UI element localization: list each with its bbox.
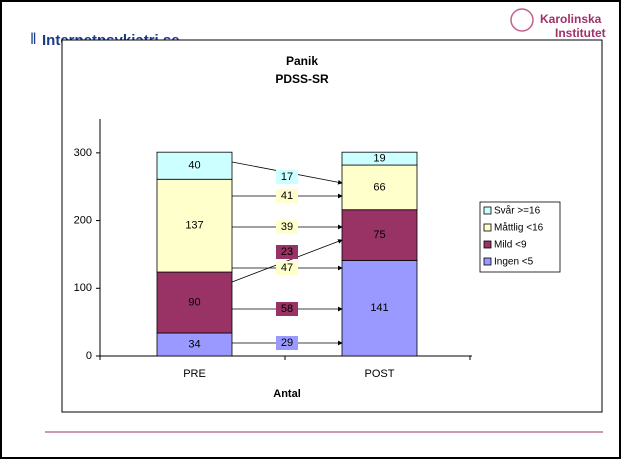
flow-box xyxy=(276,302,298,316)
legend-label: Ingen <5 xyxy=(494,257,534,268)
x-tick-label: POST xyxy=(365,368,395,380)
legend-box xyxy=(479,201,561,273)
logo-seal xyxy=(510,8,534,32)
x-axis-label: Antal xyxy=(273,388,301,400)
flow-box xyxy=(276,189,298,203)
flow-box xyxy=(276,261,298,275)
flow-box xyxy=(276,245,298,259)
bar-segment xyxy=(156,271,233,334)
y-tick-label: 200 xyxy=(74,214,92,226)
right-logo-line2: Institutet xyxy=(555,26,606,40)
y-tick-label: 300 xyxy=(74,147,92,159)
chart-title: Panik xyxy=(286,54,318,68)
flow-label: 29 xyxy=(281,337,293,349)
legend-swatch xyxy=(483,223,492,232)
bar-label: 141 xyxy=(370,302,388,314)
flow-label: 23 xyxy=(281,246,293,258)
legend-swatch xyxy=(483,257,492,266)
bar-segment xyxy=(341,151,418,166)
legend-label: Svår >=16 xyxy=(494,205,541,217)
bar-label: 75 xyxy=(373,229,385,241)
x-tick-label: PRE xyxy=(183,368,206,380)
flow-label: 39 xyxy=(281,221,293,233)
bar-label: 137 xyxy=(185,220,203,232)
bar-segment xyxy=(341,164,418,211)
flow-box xyxy=(276,336,298,350)
legend-label: Måttlig <16 xyxy=(494,222,544,234)
legend-swatch xyxy=(483,206,492,215)
flow-label: 17 xyxy=(281,171,293,183)
flow-box xyxy=(276,170,298,184)
chart-subtitle: PDSS-SR xyxy=(275,72,329,86)
legend-swatch xyxy=(483,240,492,249)
bar-label: 90 xyxy=(188,296,200,308)
flow-label: 41 xyxy=(281,190,293,202)
bar-segment xyxy=(156,178,233,273)
bar-label: 40 xyxy=(188,160,200,172)
y-tick-label: 100 xyxy=(74,282,92,294)
right-logo-line1: Karolinska xyxy=(540,12,602,26)
flow-label: 47 xyxy=(281,262,293,274)
flow-box xyxy=(276,220,298,234)
logo-mark: ‖ xyxy=(30,31,37,48)
bar-label: 19 xyxy=(373,153,385,165)
bar-segment xyxy=(156,151,233,180)
y-tick-label: 0 xyxy=(86,350,92,362)
flow-label: 58 xyxy=(281,303,293,315)
bar-label: 66 xyxy=(373,181,385,193)
bar-label: 34 xyxy=(188,338,200,350)
legend-label: Mild <9 xyxy=(494,240,527,251)
